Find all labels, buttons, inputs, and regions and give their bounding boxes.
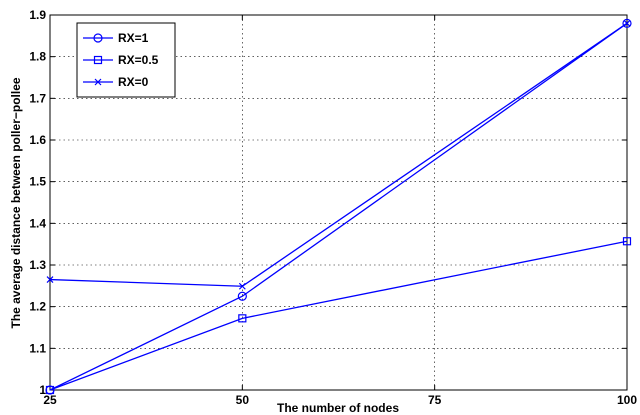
y-tick-label: 1.2	[29, 300, 46, 314]
series-2	[47, 238, 631, 394]
x-tick-label: 75	[428, 393, 442, 407]
y-tick-label: 1.9	[29, 8, 46, 22]
y-tick-label: 1.3	[29, 258, 46, 272]
y-tick-label: 1.5	[29, 175, 46, 189]
legend: RX=1 RX=0.5 RX=0	[77, 23, 175, 97]
y-tick-label: 1.6	[29, 133, 46, 147]
series-line	[50, 241, 627, 390]
y-tick-label: 1.7	[29, 91, 46, 105]
y-axis-label: The average distance between poller−poll…	[9, 77, 23, 328]
x-tick-label: 50	[236, 393, 250, 407]
y-tick-label: 1	[39, 383, 46, 397]
legend-label: RX=1	[118, 31, 149, 45]
y-tick-label: 1.8	[29, 50, 46, 64]
x-axis-label: The number of nodes	[277, 401, 399, 415]
y-tick-label: 1.1	[29, 341, 46, 355]
x-tick-label: 100	[617, 393, 637, 407]
legend-label: RX=0.5	[118, 53, 159, 67]
legend-label: RX=0	[118, 75, 149, 89]
y-tick-label: 1.4	[29, 216, 46, 230]
